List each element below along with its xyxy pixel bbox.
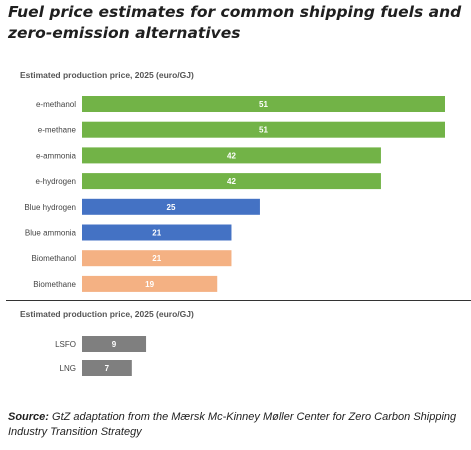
source-text: GtZ adaptation from the Mærsk Mc-Kinney …	[8, 411, 457, 438]
value-label-biomethane: 19	[145, 280, 154, 289]
source-note: Source: GtZ adaptation from the Mærsk Mc…	[8, 410, 468, 440]
category-label-lng: LNG	[60, 364, 76, 373]
value-label-e-methanol: 51	[259, 100, 268, 109]
value-label-blue-ammonia: 21	[152, 229, 161, 238]
source-label: Source:	[8, 411, 49, 423]
panel-title-alternatives: Estimated production price, 2025 (euro/G…	[20, 70, 194, 80]
category-label-e-methane: e-methane	[38, 126, 77, 135]
value-label-e-hydrogen: 42	[227, 177, 236, 186]
category-label-biomethanol: Biomethanol	[32, 254, 77, 263]
category-label-blue-hydrogen: Blue hydrogen	[24, 203, 76, 212]
bar-blue-ammonia	[82, 224, 232, 241]
category-label-biomethane: Biomethane	[33, 280, 76, 289]
figure-title: Fuel price estimates for common shipping…	[8, 3, 462, 42]
panel-divider	[6, 300, 471, 301]
value-label-biomethanol: 21	[152, 254, 161, 263]
bar-blue-hydrogen	[82, 198, 260, 215]
bar-charts: e-methanol 51 e-methane 51 e-ammonia 42 e-hydr…	[24, 96, 445, 376]
category-label-e-ammonia: e-ammonia	[36, 151, 77, 160]
value-label-lsfo: 9	[112, 340, 117, 349]
category-label-blue-ammonia: Blue ammonia	[25, 229, 77, 238]
value-label-e-ammonia: 42	[227, 151, 236, 160]
bar-biomethanol	[82, 250, 232, 267]
bar-lsfo	[82, 336, 147, 352]
category-label-e-hydrogen: e-hydrogen	[36, 177, 76, 186]
bar-e-methane	[82, 121, 445, 138]
value-label-lng: 7	[105, 364, 110, 373]
bar-e-hydrogen	[82, 173, 381, 190]
bar-lng	[82, 360, 132, 376]
panel-title-conventional: Estimated production price, 2025 (euro/G…	[20, 309, 194, 319]
value-label-e-methane: 51	[259, 126, 268, 135]
category-label-e-methanol: e-methanol	[36, 100, 76, 109]
bar-e-methanol	[82, 96, 445, 112]
bar-e-ammonia	[82, 147, 381, 164]
bar-biomethane	[82, 275, 218, 292]
category-label-lsfo: LSFO	[55, 340, 76, 349]
value-label-blue-hydrogen: 25	[167, 203, 176, 212]
